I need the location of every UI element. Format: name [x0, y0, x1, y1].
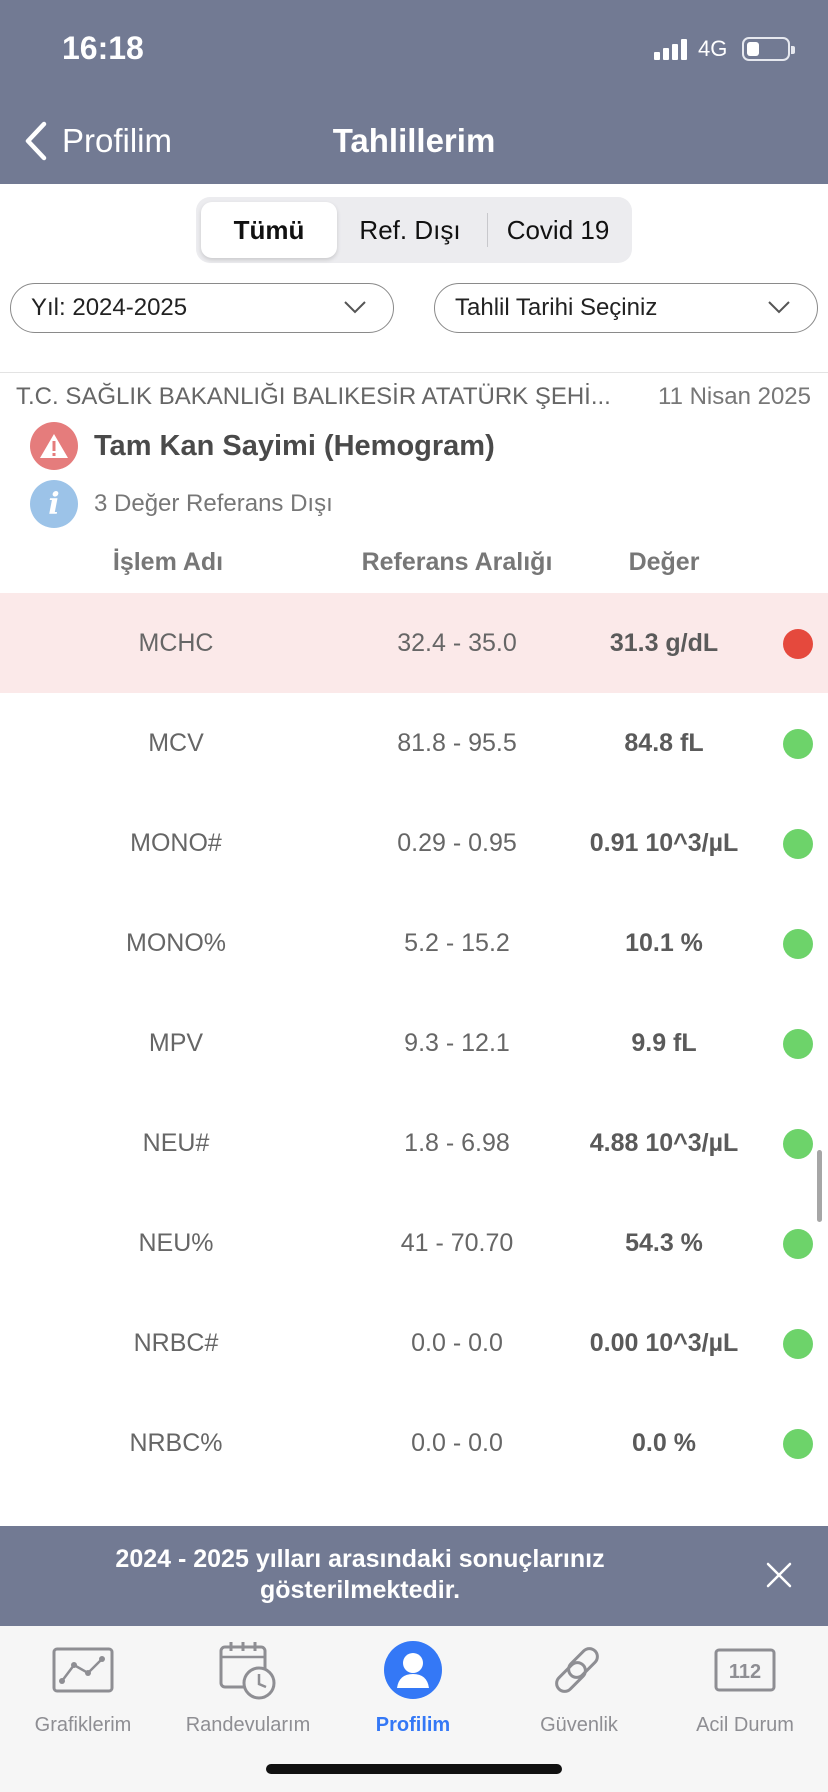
row-name: NEU#	[142, 1129, 210, 1157]
row-value: 84.8 fL	[624, 729, 704, 757]
row-range: 81.8 - 95.5	[397, 729, 517, 757]
tab-label: Randevularım	[185, 1714, 311, 1736]
status-normal-icon	[783, 1029, 813, 1059]
chevron-down-icon	[344, 301, 366, 314]
signal-icon	[654, 38, 690, 60]
row-value: 54.3 %	[625, 1229, 703, 1257]
column-header-range: Referans Aralığı	[361, 548, 553, 576]
row-name: MPV	[148, 1029, 204, 1057]
row-range: 9.3 - 12.1	[404, 1029, 510, 1057]
tab-covid[interactable]: Covid 19	[506, 215, 610, 245]
status-normal-icon	[783, 729, 813, 759]
year-dropdown-label: Yıl: 2024-2025	[31, 294, 188, 321]
row-range: 32.4 - 35.0	[397, 629, 517, 657]
header: 16:18 4G Tahlillerim Profilim	[0, 0, 828, 184]
column-header-name: İşlem Adı	[112, 548, 224, 576]
date-dropdown[interactable]: Tahlil Tarihi Seçiniz	[434, 283, 818, 333]
info-icon: i	[30, 480, 78, 528]
chevron-down-icon	[768, 301, 790, 314]
row-name: MONO#	[130, 829, 222, 857]
row-range: 0.0 - 0.0	[411, 1329, 503, 1357]
calendar-clock-icon	[219, 1642, 276, 1700]
row-name: MONO%	[126, 929, 226, 957]
column-header-value: Değer	[628, 548, 700, 576]
date-dropdown-label: Tahlil Tarihi Seçiniz	[455, 294, 658, 321]
year-dropdown[interactable]: Yıl: 2024-2025	[10, 283, 394, 333]
tab-profilim[interactable]: Profilim	[330, 1638, 496, 1737]
tab-label: Güvenlik	[540, 1714, 618, 1736]
tab-acil-durum[interactable]: 112 Acil Durum	[662, 1638, 828, 1737]
row-value: 31.3 g/dL	[609, 629, 719, 657]
row-name: NRBC%	[129, 1429, 223, 1457]
tab-randevularim[interactable]: Randevularım	[165, 1638, 331, 1737]
table-row[interactable]: NEU# 1.8 - 6.98 4.88 10^3/µL	[0, 1093, 828, 1193]
row-name: NRBC#	[133, 1329, 219, 1357]
row-range: 1.8 - 6.98	[404, 1129, 510, 1157]
out-of-range-text: 3 Değer Referans Dışı	[94, 490, 333, 517]
status-normal-icon	[783, 929, 813, 959]
section-divider	[0, 372, 828, 373]
row-range: 0.29 - 0.95	[397, 829, 517, 857]
chart-icon	[52, 1647, 114, 1693]
status-normal-icon	[783, 1429, 813, 1459]
network-type: 4G	[698, 36, 728, 61]
status-bar: 16:18 4G	[0, 0, 828, 100]
test-title-row[interactable]: Tam Kan Sayimi (Hemogram)	[30, 422, 495, 470]
scrollbar[interactable]	[817, 1150, 822, 1222]
status-normal-icon	[783, 1129, 813, 1159]
back-label: Profilim	[62, 122, 173, 159]
table-row[interactable]: NEU% 41 - 70.70 54.3 %	[0, 1193, 828, 1293]
out-of-range-info: i 3 Değer Referans Dışı	[30, 480, 333, 528]
table-row[interactable]: MPV 9.3 - 12.1 9.9 fL	[0, 993, 828, 1093]
chevron-left-icon	[25, 121, 47, 161]
emergency-badge-text: 112	[729, 1661, 761, 1683]
tab-out-of-range[interactable]: Ref. Dışı	[359, 215, 461, 245]
status-normal-icon	[783, 1229, 813, 1259]
home-indicator	[266, 1764, 562, 1774]
status-time: 16:18	[62, 30, 144, 66]
row-range: 41 - 70.70	[400, 1229, 514, 1257]
row-range: 5.2 - 15.2	[404, 929, 510, 957]
row-range: 0.0 - 0.0	[411, 1429, 503, 1457]
close-icon[interactable]	[760, 1556, 798, 1594]
table-row[interactable]: MCV 81.8 - 95.5 84.8 fL	[0, 693, 828, 793]
banner-text: 2024 - 2025 yılları arasındaki sonuçları…	[115, 1545, 605, 1604]
tab-grafiklerim[interactable]: Grafiklerim	[0, 1638, 166, 1737]
table-row[interactable]: NRBC# 0.0 - 0.0 0.00 10^3/µL	[0, 1293, 828, 1393]
hospital-name: T.C. SAĞLIK BAKANLIĞI BALIKESİR ATATÜRK …	[16, 383, 611, 410]
row-value: 10.1 %	[625, 929, 703, 957]
emergency-112-icon: 112	[714, 1648, 776, 1692]
segmented-control: Tümü Ref. Dışı Covid 19	[196, 197, 632, 263]
row-name: NEU%	[138, 1229, 214, 1257]
tab-label: Acil Durum	[696, 1714, 794, 1736]
row-name: MCHC	[138, 629, 214, 657]
tab-all[interactable]: Tümü	[201, 202, 337, 258]
table-row[interactable]: MONO% 5.2 - 15.2 10.1 %	[0, 893, 828, 993]
battery-icon	[742, 37, 795, 61]
link-icon	[555, 1647, 599, 1693]
profile-icon	[384, 1641, 442, 1699]
info-banner: 2024 - 2025 yılları arasındaki sonuçları…	[0, 1526, 828, 1626]
table-row[interactable]: NRBC% 0.0 - 0.0 0.0 %	[0, 1393, 828, 1493]
test-title: Tam Kan Sayimi (Hemogram)	[94, 429, 495, 462]
report-date: 11 Nisan 2025	[658, 383, 811, 410]
page-title: Tahlillerim	[332, 122, 496, 159]
tab-label: Profilim	[375, 1714, 451, 1736]
row-name: MCV	[148, 729, 204, 757]
segment-divider	[487, 213, 488, 247]
row-value: 9.9 fL	[631, 1029, 697, 1057]
table-row[interactable]: MONO# 0.29 - 0.95 0.91 10^3/µL	[0, 793, 828, 893]
status-out-of-range-icon	[783, 629, 813, 659]
status-normal-icon	[783, 829, 813, 859]
status-normal-icon	[783, 1329, 813, 1359]
tab-label: Grafiklerim	[34, 1714, 132, 1736]
table-row[interactable]: MCHC 32.4 - 35.0 31.3 g/dL	[0, 593, 828, 693]
row-value: 0.91 10^3/µL	[589, 829, 739, 857]
row-value: 0.0 %	[632, 1429, 696, 1457]
row-value: 0.00 10^3/µL	[589, 1329, 739, 1357]
tab-guvenlik[interactable]: Güvenlik	[496, 1638, 662, 1737]
warning-icon	[30, 422, 78, 470]
row-value: 4.88 10^3/µL	[589, 1129, 739, 1157]
back-button[interactable]: Profilim	[24, 118, 172, 164]
